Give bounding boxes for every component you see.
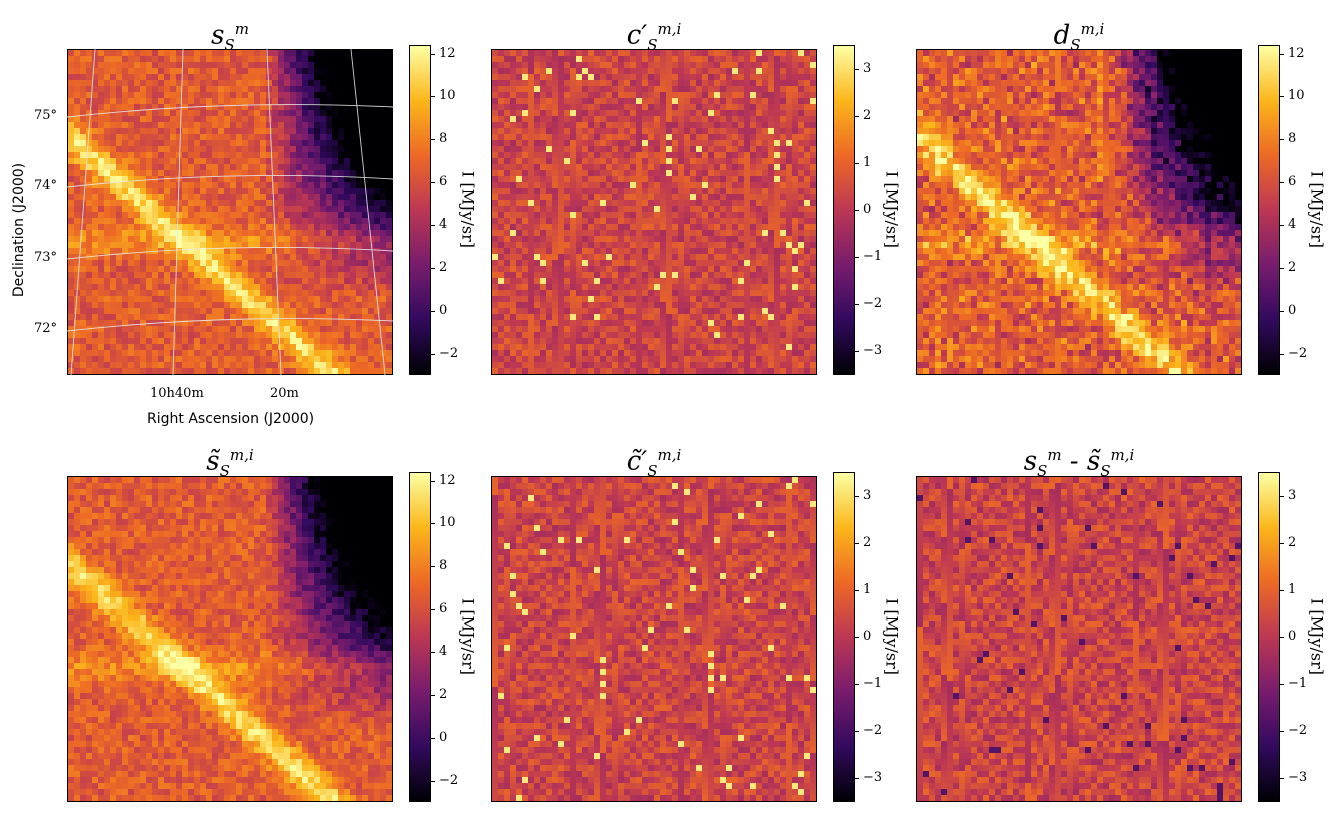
- map-panel-2: [491, 49, 817, 375]
- colorbar-4-tick-label: 8: [430, 558, 448, 574]
- ra-tick-10h40m: 10h40m: [150, 386, 204, 401]
- y-axis-label: Declination (J2000): [11, 162, 27, 298]
- colorbar-4-tick-label: 0: [430, 729, 448, 745]
- map-panel-6: [916, 476, 1242, 802]
- colorbar-6-tick-label: −1: [1279, 676, 1308, 692]
- colorbar-3-tick-label: 12: [1280, 45, 1305, 61]
- dec-tick-75: 75°: [34, 108, 58, 123]
- colorbar-2-tick-label: −1: [854, 249, 883, 265]
- colorbar-3-tick-label: 4: [1279, 217, 1297, 232]
- colorbar-1-tick-label: −2: [430, 345, 459, 361]
- map-image-1: [68, 50, 392, 374]
- colorbar-4-tick-label: 10: [431, 515, 456, 531]
- colorbar-1-tick-label: 2: [430, 259, 448, 275]
- dec-tick-72: 72°: [34, 321, 58, 336]
- map-image-2: [492, 50, 816, 374]
- map-panel-4: [67, 476, 393, 802]
- ra-tick-20m: 20m: [270, 386, 299, 401]
- colorbar-1-tick-label: 4: [430, 217, 448, 232]
- colorbar-1: [409, 45, 431, 375]
- colorbar-1-tick-label: 10: [431, 88, 456, 104]
- colorbar-label-1: I [MJy/sr]: [458, 171, 478, 248]
- map-panel-1: [67, 49, 393, 375]
- colorbar-label-4: I [MJy/sr]: [458, 598, 478, 675]
- panel-title-6: sSm - s̃Sm,i: [1023, 446, 1135, 480]
- colorbar-2-tick-label: 1: [854, 154, 872, 170]
- map-panel-5: [491, 476, 817, 802]
- map-image-6: [917, 477, 1241, 801]
- colorbar-5-tick-label: −2: [854, 723, 883, 739]
- colorbar-3-tick-label: 10: [1280, 88, 1305, 104]
- colorbar-2-tick-label: 0: [854, 202, 872, 217]
- colorbar-2-tick-label: 3: [854, 60, 872, 76]
- colorbar-2-tick-label: −2: [854, 296, 883, 312]
- map-image-5: [492, 477, 816, 801]
- panel-title-1: sSm: [211, 20, 249, 54]
- colorbar-4: [409, 472, 431, 802]
- colorbar-6-tick-label: −3: [1279, 770, 1308, 786]
- dec-tick-74: 74°: [34, 178, 58, 193]
- colorbar-1-tick-label: 0: [430, 302, 448, 318]
- map-image-4: [68, 477, 392, 801]
- panel-title-3: dSm,i: [1053, 20, 1105, 54]
- colorbar-3-tick-label: −2: [1279, 345, 1308, 361]
- colorbar-5: [833, 472, 855, 802]
- colorbar-3: [1258, 45, 1280, 375]
- colorbar-2-tick-label: −3: [854, 343, 883, 359]
- map-panel-3: [916, 49, 1242, 375]
- colorbar-3-tick-label: 6: [1279, 174, 1297, 190]
- map-image-3: [917, 50, 1241, 374]
- colorbar-4-tick-label: 6: [430, 601, 448, 617]
- colorbar-2: [833, 45, 855, 375]
- dec-tick-73: 73°: [34, 250, 58, 265]
- colorbar-5-tick-label: 2: [854, 534, 872, 550]
- colorbar-label-3: I [MJy/sr]: [1307, 171, 1327, 248]
- colorbar-4-tick-label: 4: [430, 644, 448, 659]
- colorbar-3-tick-label: 2: [1279, 259, 1297, 275]
- colorbar-4-tick-label: 2: [430, 686, 448, 702]
- colorbar-1-tick-label: 6: [430, 174, 448, 190]
- colorbar-6-tick-label: 1: [1279, 581, 1297, 597]
- colorbar-4-tick-label: 12: [431, 472, 456, 488]
- panel-title-2: c′Sm,i: [626, 20, 682, 54]
- panel-title-4: s̃Sm,i: [206, 446, 254, 480]
- colorbar-2-tick-label: 2: [854, 107, 872, 123]
- colorbar-6-tick-label: −2: [1279, 723, 1308, 739]
- colorbar-5-tick-label: −1: [854, 676, 883, 692]
- panel-title-5: c̃′Sm,i: [626, 446, 682, 480]
- x-axis-label: Right Ascension (J2000): [147, 411, 315, 427]
- colorbar-5-tick-label: 0: [854, 629, 872, 644]
- colorbar-5-tick-label: −3: [854, 770, 883, 786]
- colorbar-6-tick-label: 3: [1279, 487, 1297, 503]
- colorbar-5-tick-label: 3: [854, 487, 872, 503]
- colorbar-1-tick-label: 8: [430, 131, 448, 147]
- colorbar-label-5: I [MJy/sr]: [882, 598, 902, 675]
- colorbar-5-tick-label: 1: [854, 581, 872, 597]
- colorbar-3-tick-label: 8: [1279, 131, 1297, 147]
- colorbar-label-6: I [MJy/sr]: [1307, 598, 1327, 675]
- colorbar-6: [1258, 472, 1280, 802]
- colorbar-1-tick-label: 12: [431, 45, 456, 61]
- colorbar-6-tick-label: 0: [1279, 629, 1297, 644]
- colorbar-4-tick-label: −2: [430, 772, 459, 788]
- colorbar-label-2: I [MJy/sr]: [882, 171, 902, 248]
- colorbar-3-tick-label: 0: [1279, 302, 1297, 318]
- colorbar-6-tick-label: 2: [1279, 534, 1297, 550]
